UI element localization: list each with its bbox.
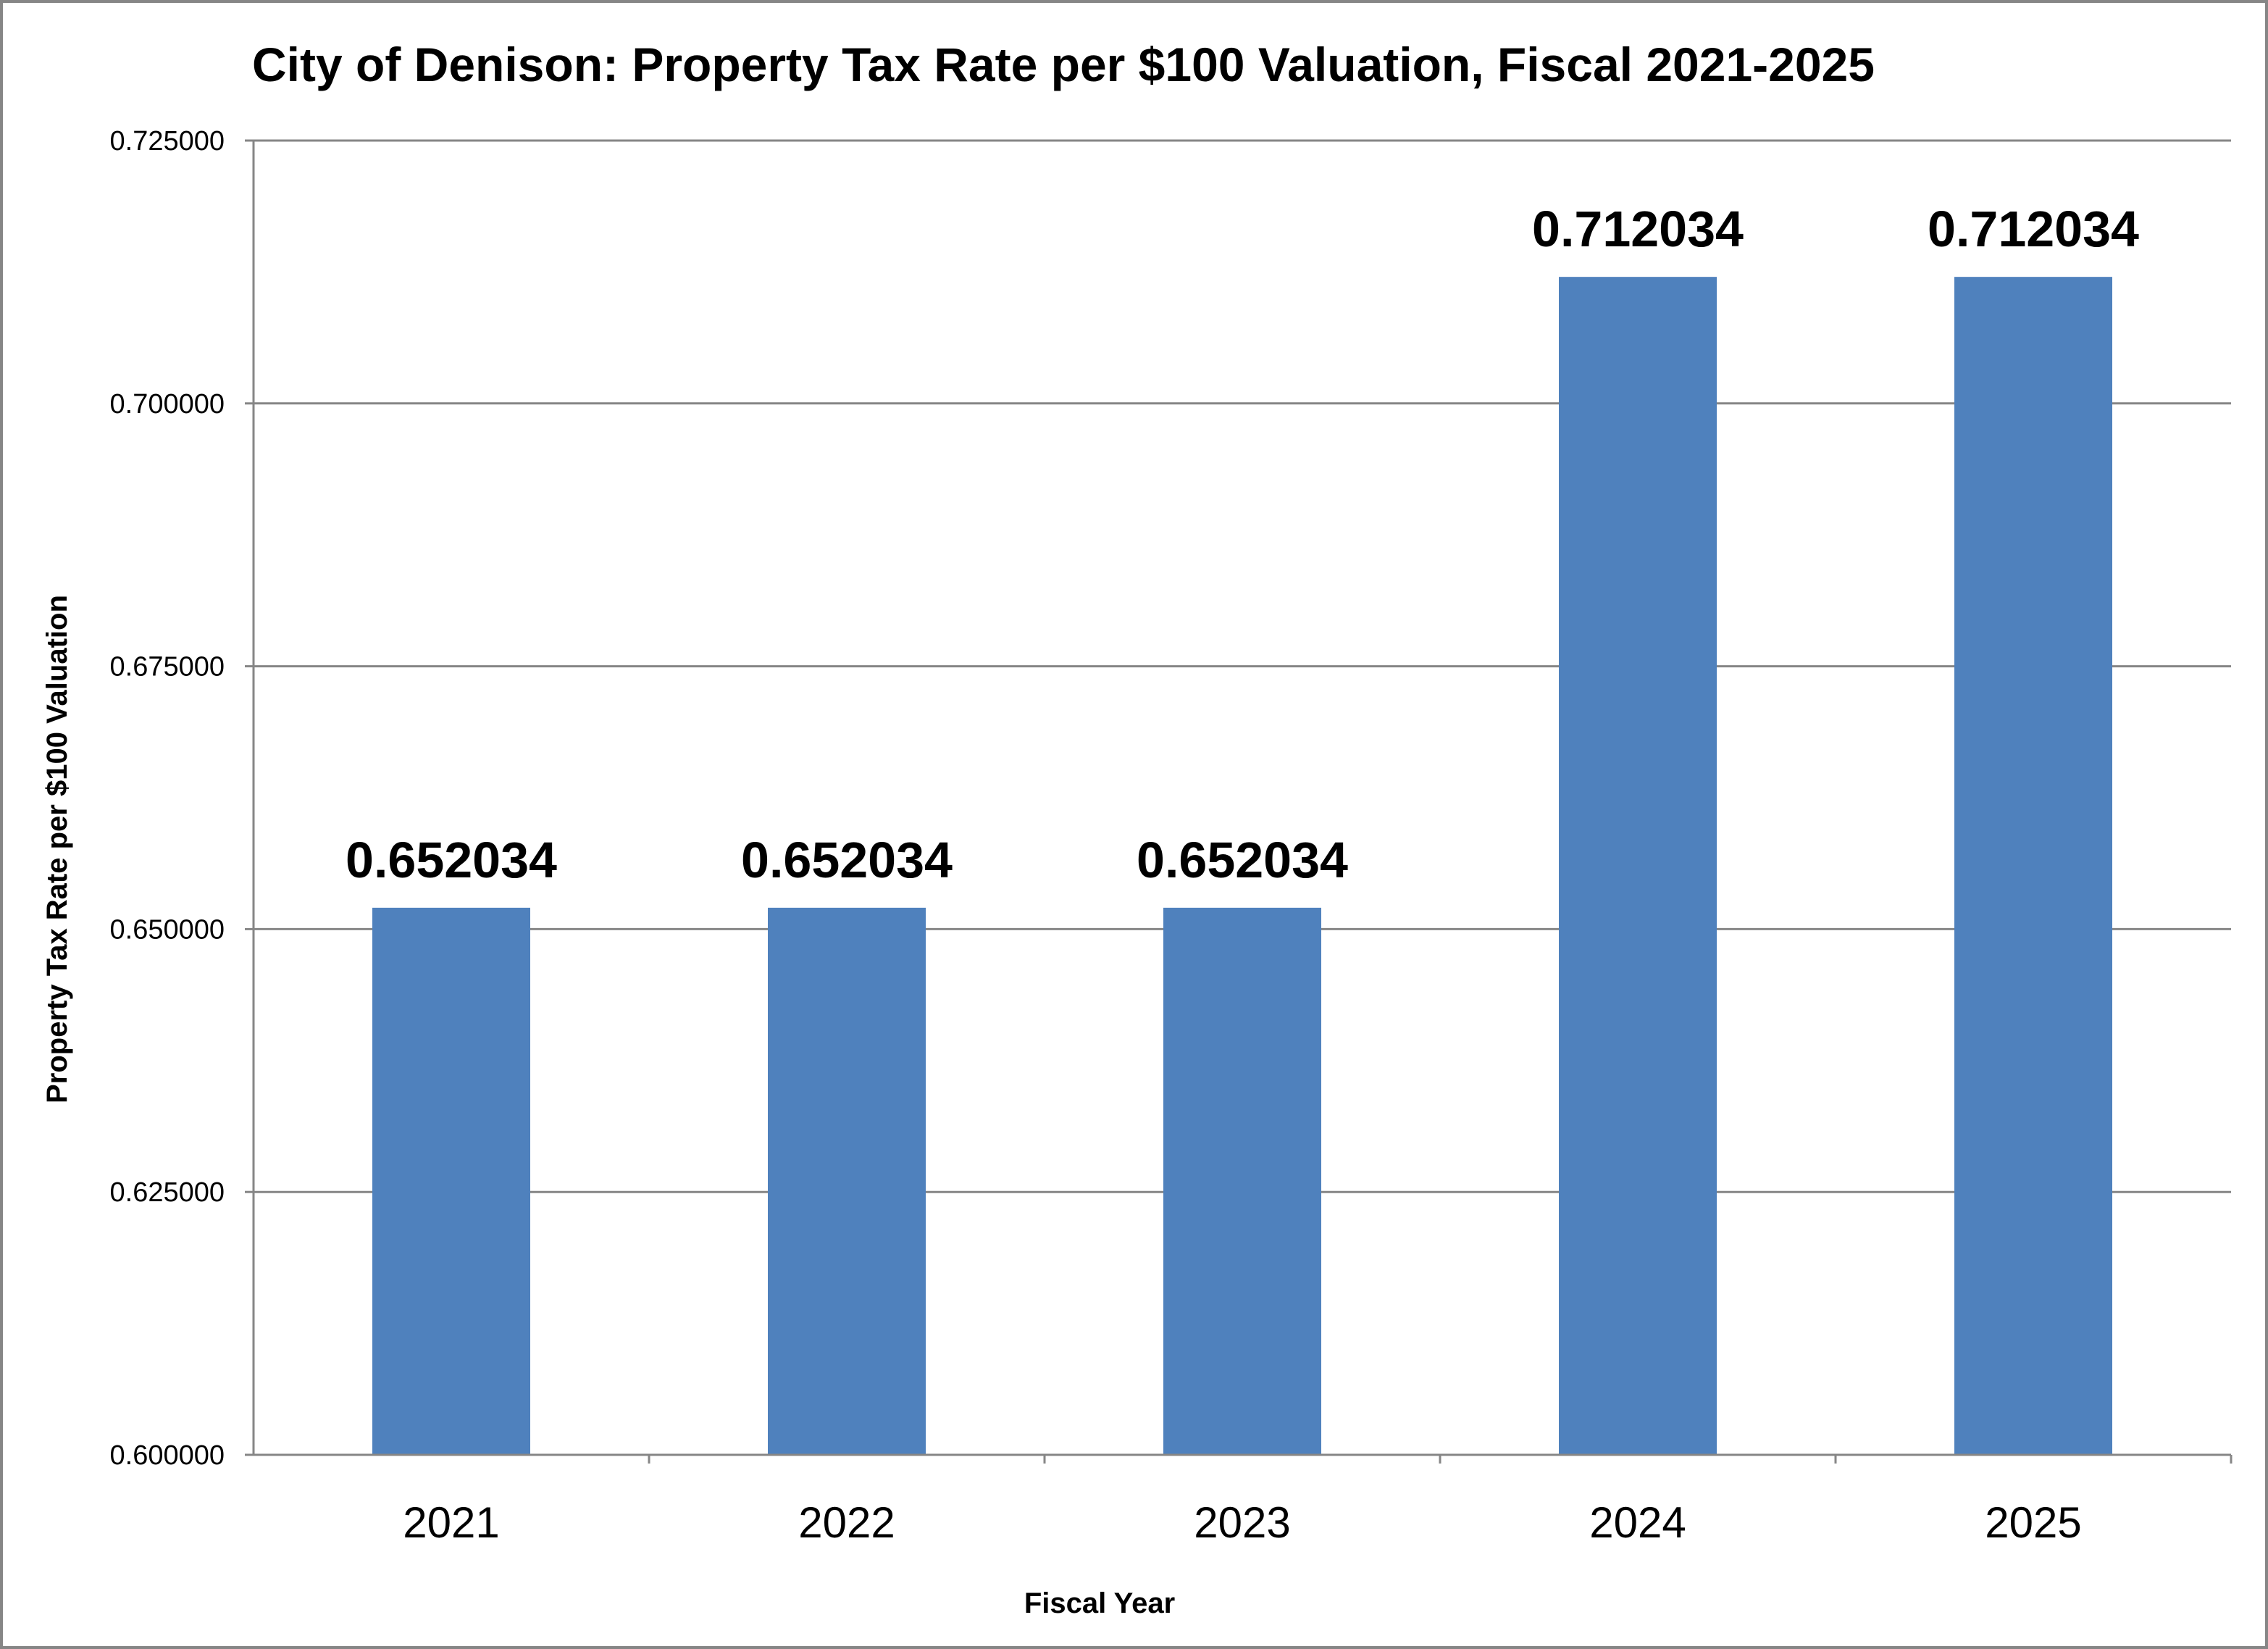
y-tick-label: 0.675000 [110, 652, 225, 682]
x-tick-label: 2022 [798, 1498, 895, 1547]
gridlines [245, 139, 2233, 1464]
bars [372, 277, 2112, 1455]
data-labels: 0.652034 0.652034 0.652034 0.712034 0.712034 [346, 201, 2139, 888]
y-axis-title: Property Tax Rate per $100 Valuation [41, 595, 73, 1103]
y-tick-label: 0.650000 [110, 914, 225, 945]
x-tick-labels: 2021 2022 2023 2024 2025 [403, 1498, 2081, 1547]
x-tick-label: 2021 [403, 1498, 499, 1547]
x-axis-title: Fiscal Year [1024, 1587, 1175, 1619]
bar-2021 [372, 907, 530, 1455]
data-label-2022: 0.652034 [741, 832, 953, 888]
bar-2025 [1954, 277, 2112, 1455]
bar-2024 [1559, 277, 1717, 1455]
y-tick-label: 0.700000 [110, 389, 225, 419]
bar-2023 [1163, 907, 1321, 1455]
y-tick-label: 0.625000 [110, 1177, 225, 1208]
x-tick-label: 2025 [1985, 1498, 2081, 1547]
y-tick-label: 0.725000 [110, 126, 225, 156]
chart-title: City of Denison: Property Tax Rate per $… [252, 38, 1875, 91]
y-tick-labels: 0.600000 0.625000 0.650000 0.675000 0.700000… [110, 126, 225, 1471]
data-label-2023: 0.652034 [1137, 832, 1348, 888]
y-tick-label: 0.600000 [110, 1440, 225, 1471]
bar-2022 [768, 907, 926, 1455]
x-tick-label: 2024 [1589, 1498, 1686, 1547]
data-label-2024: 0.712034 [1532, 201, 1744, 257]
x-tick-label: 2023 [1194, 1498, 1290, 1547]
data-label-2021: 0.652034 [346, 832, 557, 888]
data-label-2025: 0.712034 [1928, 201, 2139, 257]
